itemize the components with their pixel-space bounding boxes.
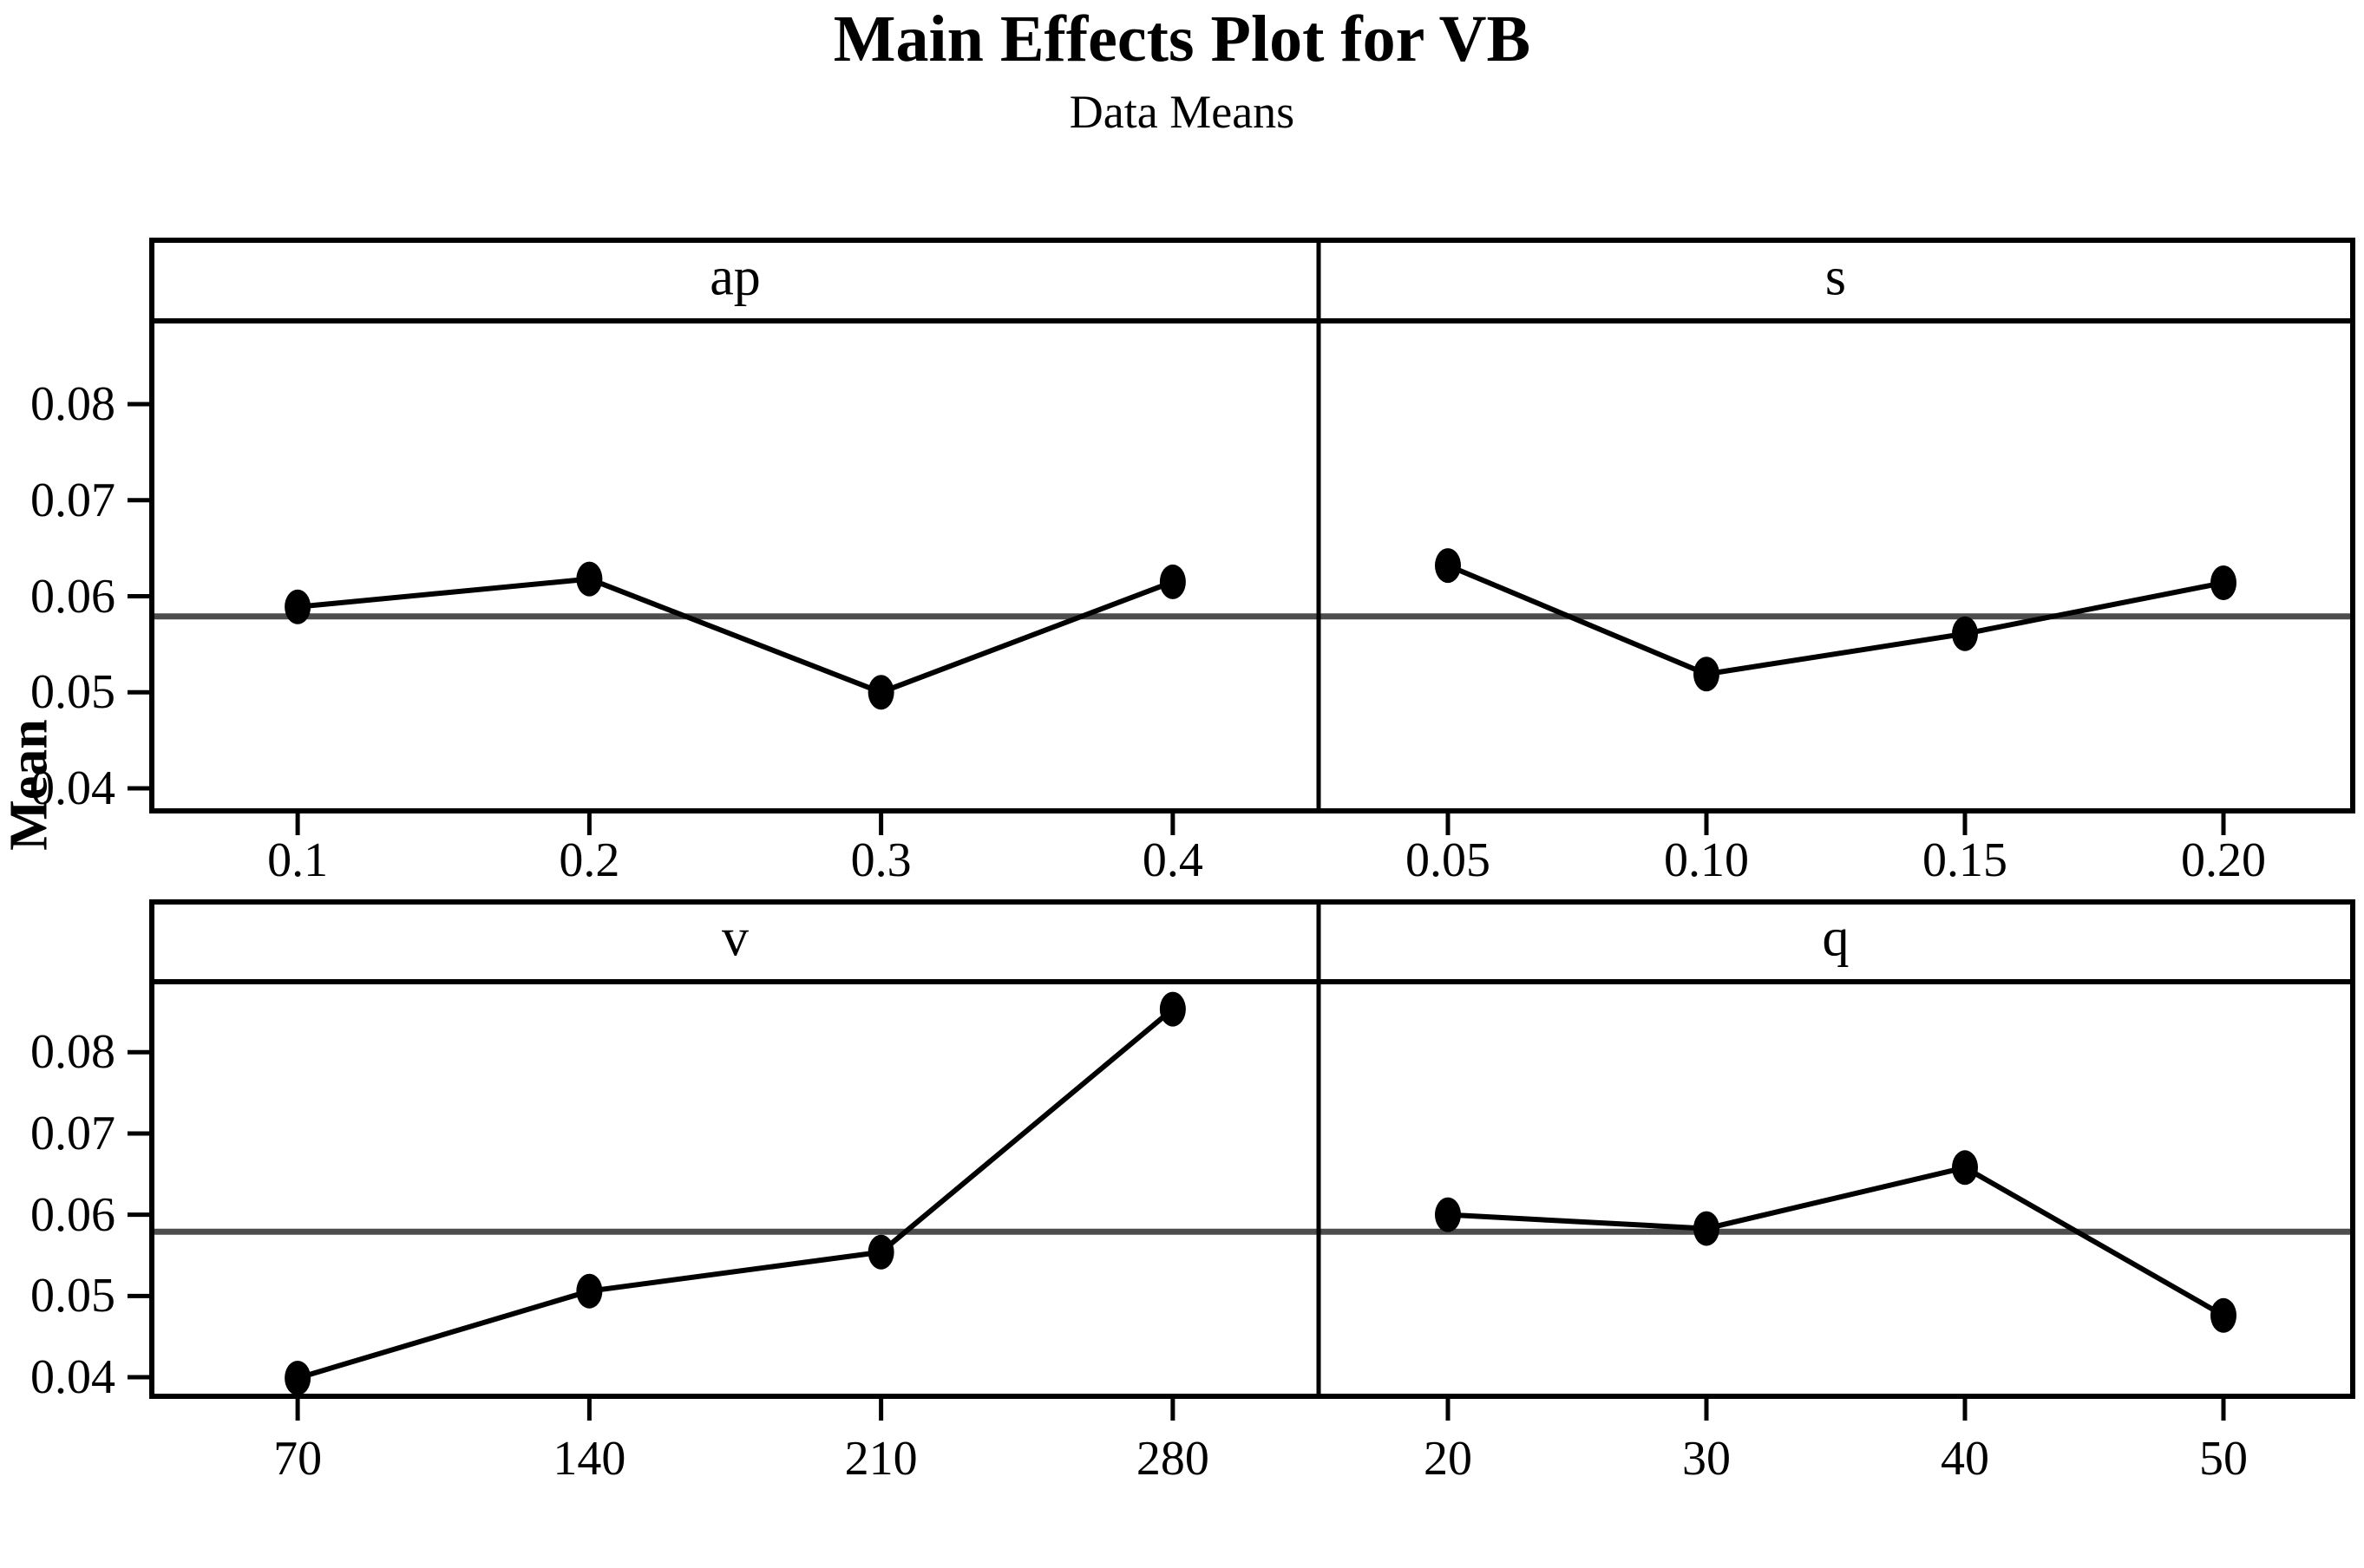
y-tick-label: 0.05 bbox=[30, 1269, 115, 1323]
data-point-v bbox=[285, 1360, 311, 1395]
y-tick-label: 0.08 bbox=[30, 377, 115, 432]
data-point-s bbox=[2210, 565, 2236, 601]
data-point-q bbox=[1693, 1211, 1719, 1246]
x-tick-label-q: 50 bbox=[2199, 1432, 2248, 1486]
x-tick-label-ap: 0.2 bbox=[559, 833, 620, 887]
y-tick-label: 0.04 bbox=[30, 761, 115, 815]
x-tick-label-q: 30 bbox=[1682, 1432, 1731, 1486]
x-tick-label-v: 210 bbox=[844, 1432, 918, 1486]
panel-strip-label-v: v bbox=[722, 908, 749, 968]
x-tick-label-ap: 0.4 bbox=[1142, 833, 1203, 887]
x-tick-label-v: 140 bbox=[553, 1432, 626, 1486]
data-point-v bbox=[576, 1273, 603, 1309]
x-tick-label-q: 40 bbox=[1941, 1432, 1989, 1486]
x-tick-label-v: 280 bbox=[1136, 1432, 1209, 1486]
y-tick-label: 0.07 bbox=[30, 473, 115, 527]
x-tick-label-s: 0.15 bbox=[1922, 833, 2007, 887]
x-tick-label-ap: 0.3 bbox=[850, 833, 912, 887]
x-tick-label-s: 0.10 bbox=[1664, 833, 1749, 887]
data-point-s bbox=[1952, 616, 1978, 651]
y-tick-label: 0.06 bbox=[30, 1187, 115, 1242]
data-point-ap bbox=[868, 675, 894, 710]
x-tick-label-s: 0.05 bbox=[1405, 833, 1490, 887]
y-tick-label: 0.04 bbox=[30, 1350, 115, 1404]
x-tick-label-v: 70 bbox=[273, 1432, 323, 1486]
chart-title: Main Effects Plot for VB bbox=[833, 3, 1531, 75]
data-point-q bbox=[1435, 1197, 1461, 1232]
data-point-s bbox=[1693, 657, 1719, 692]
data-point-s bbox=[1435, 548, 1461, 584]
panel-strip-label-ap: ap bbox=[710, 247, 761, 306]
y-tick-label: 0.05 bbox=[30, 665, 115, 720]
x-tick-label-ap: 0.1 bbox=[267, 833, 329, 887]
panel-row-border bbox=[149, 899, 2355, 1399]
data-point-ap bbox=[285, 589, 311, 624]
data-point-v bbox=[1159, 991, 1186, 1027]
data-point-q bbox=[1952, 1150, 1978, 1186]
chart-subtitle: Data Means bbox=[1069, 86, 1295, 138]
y-tick-label: 0.06 bbox=[30, 569, 115, 624]
y-tick-label: 0.08 bbox=[30, 1025, 115, 1080]
panel-row-border bbox=[149, 238, 2355, 813]
series-line-v bbox=[297, 1007, 1175, 1381]
data-point-q bbox=[2210, 1297, 2236, 1333]
data-point-ap bbox=[1159, 564, 1186, 599]
y-tick-label: 0.07 bbox=[30, 1106, 115, 1160]
series-line-s bbox=[1446, 563, 2224, 677]
series-line-q bbox=[1447, 1165, 2225, 1318]
x-tick-label-s: 0.20 bbox=[2181, 833, 2266, 887]
x-tick-label-q: 20 bbox=[1424, 1432, 1472, 1486]
data-point-ap bbox=[576, 561, 603, 597]
panel-strip-label-s: s bbox=[1824, 247, 1847, 306]
data-point-v bbox=[868, 1234, 894, 1270]
panel-strip-label-q: q bbox=[1822, 908, 1850, 968]
series-line-ap bbox=[297, 576, 1174, 696]
